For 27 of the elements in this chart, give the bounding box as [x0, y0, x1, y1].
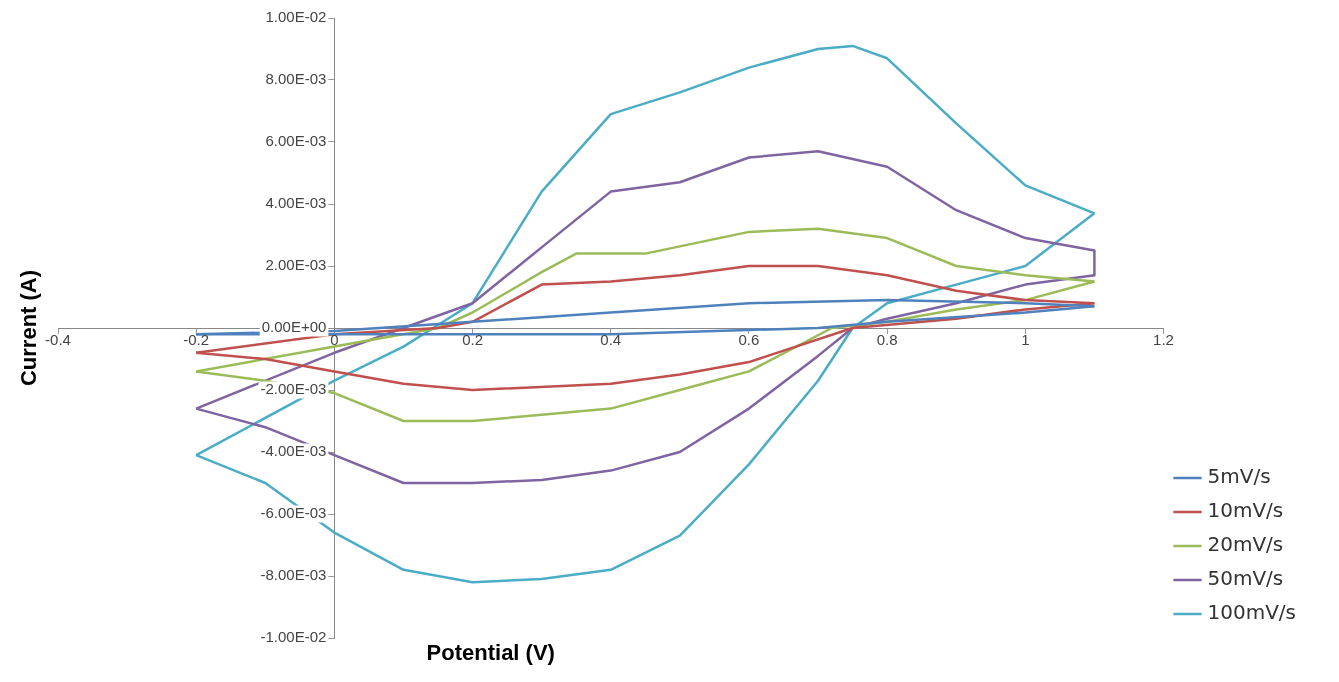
y-tick-label: 1.00E-02	[265, 8, 327, 26]
x-tick-label: 0	[330, 330, 339, 348]
y-tick-label: -4.00E-03	[260, 442, 327, 460]
x-tick-label: 0.2	[462, 330, 483, 348]
legend-label: 100mV/s	[1207, 600, 1296, 625]
legend-label: 5mV/s	[1207, 464, 1271, 489]
legend-label: 50mV/s	[1207, 566, 1284, 591]
y-tick-label: 8.00E-03	[265, 70, 327, 88]
y-tick-label: 0.00E+00	[261, 318, 327, 336]
x-tick-label: 0.4	[600, 330, 622, 348]
y-tick-label: 4.00E-03	[265, 194, 327, 212]
legend-label: 20mV/s	[1207, 532, 1284, 557]
y-tick-label: -8.00E-03	[260, 566, 327, 584]
legend-label: 10mV/s	[1207, 498, 1284, 523]
y-axis-title: Current (A)	[16, 269, 42, 387]
x-tick-label: -0.2	[183, 330, 210, 348]
x-tick-label: 0.6	[738, 330, 760, 348]
y-tick-label: -1.00E-02	[260, 628, 327, 646]
x-tick-label: 0.8	[876, 330, 898, 348]
y-tick-label: -6.00E-03	[260, 504, 327, 522]
x-tick-label: -0.4	[45, 330, 71, 348]
x-tick-label: 1	[1021, 330, 1030, 348]
x-tick-label: 1.2	[1153, 330, 1174, 348]
y-tick-label: 2.00E-03	[265, 256, 327, 274]
x-axis-title: Potential (V)	[426, 640, 555, 666]
y-tick-label: -2.00E-03	[260, 380, 327, 398]
y-tick-label: 6.00E-03	[265, 132, 327, 150]
